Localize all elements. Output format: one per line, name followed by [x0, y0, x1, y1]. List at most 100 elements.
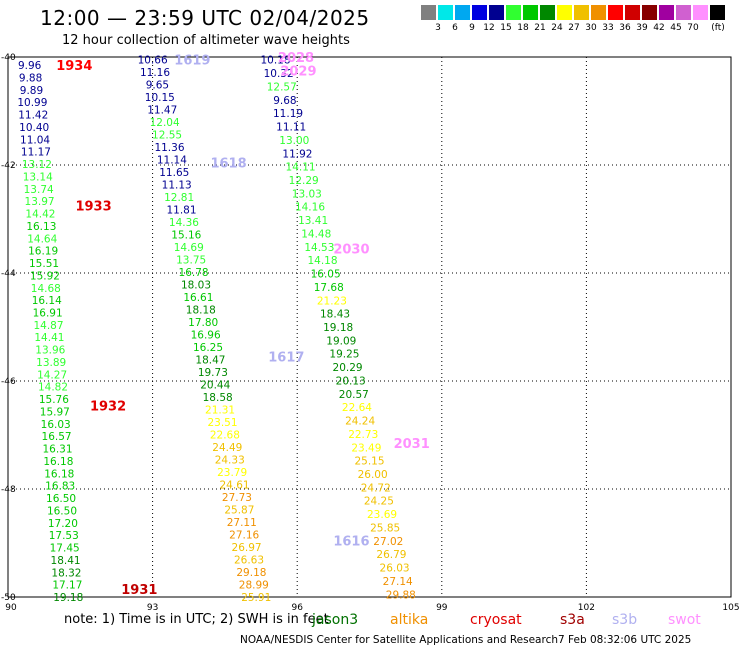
color-scale-unit: (ft): [711, 23, 725, 33]
wave-height-value: 14.36: [169, 217, 199, 229]
color-scale-swatch: [625, 5, 640, 20]
wave-height-value: 20.44: [200, 380, 230, 392]
wave-height-value: 22.64: [342, 402, 372, 414]
wave-height-value: 20.13: [336, 375, 366, 387]
wave-height-value: 18.47: [195, 355, 225, 367]
color-scale-swatch: [574, 5, 589, 20]
wave-height-value: 24.25: [364, 496, 394, 508]
color-scale-swatch: [540, 5, 555, 20]
color-scale-swatch: [676, 5, 691, 20]
wave-height-value: 11.11: [276, 122, 306, 134]
wave-height-value: 20.29: [333, 362, 363, 374]
pass-label: 1933: [75, 200, 111, 215]
wave-height-value: 19.09: [326, 335, 356, 347]
wave-height-value: 9.89: [20, 85, 43, 97]
wave-height-value: 16.61: [183, 292, 213, 304]
wave-height-value: 26.97: [232, 542, 262, 554]
wave-height-value: 20.57: [339, 389, 369, 401]
wave-height-value: 11.04: [20, 134, 50, 146]
wave-height-value: 18.43: [320, 309, 350, 321]
satellite-legend-item: jason3: [312, 612, 359, 628]
wave-height-value: 11.13: [162, 180, 192, 192]
color-scale-label: 45: [670, 23, 682, 33]
wave-height-value: 16.50: [47, 505, 77, 517]
wave-height-value: 29.18: [236, 567, 266, 579]
x-tick-label: 90: [5, 603, 17, 610]
wave-height-value: 14.48: [301, 228, 331, 240]
y-tick-label: -40: [1, 53, 16, 63]
wave-height-value: 17.68: [314, 282, 344, 294]
wave-height-value: 13.00: [279, 135, 309, 147]
wave-height-value: 14.87: [33, 320, 63, 332]
y-tick-label: -42: [1, 161, 16, 171]
wave-height-value: 12.57: [267, 81, 297, 93]
wave-height-value: 27.16: [229, 530, 259, 542]
wave-height-value: 19.18: [323, 322, 353, 334]
wave-height-value: 26.79: [376, 549, 406, 561]
wave-height-value: 10.66: [138, 55, 168, 67]
color-scale-label: 6: [452, 23, 458, 33]
wave-height-value: 13.03: [292, 188, 322, 200]
note-text: note: 1) Time is in UTC; 2) SWH is in fe…: [64, 612, 329, 627]
wave-height-value: 27.14: [383, 576, 413, 588]
wave-height-value: 16.83: [45, 481, 75, 493]
color-scale-swatch: [710, 5, 725, 20]
wave-height-value: 10.18: [260, 55, 290, 67]
color-scale-swatch: [557, 5, 572, 20]
wave-height-value: 11.47: [147, 105, 177, 117]
color-scale-swatch: [608, 5, 623, 20]
wave-height-value: 19.25: [329, 349, 359, 361]
page-subtitle: 12 hour collection of altimeter wave hei…: [62, 33, 350, 48]
wave-height-value: 16.03: [41, 419, 71, 431]
wave-height-value: 11.81: [166, 205, 196, 217]
x-tick-label: 93: [147, 603, 158, 610]
wave-height-value: 14.68: [31, 283, 61, 295]
x-tick-label: 96: [291, 603, 303, 610]
pass-label: 1932: [90, 399, 126, 414]
wave-height-value: 13.74: [24, 184, 54, 196]
y-tick-label: -46: [1, 377, 16, 387]
color-scale-swatch: [642, 5, 657, 20]
page-title: 12:00 — 23:59 UTC 02/04/2025: [40, 6, 370, 30]
color-scale-label: 33: [602, 23, 614, 33]
wave-height-value: 15.76: [39, 394, 69, 406]
y-tick-label: -50: [1, 593, 16, 603]
color-scale-label: 12: [483, 23, 495, 33]
pass-label: 2030: [333, 243, 369, 258]
wave-height-value: 13.89: [36, 357, 66, 369]
wave-height-value: 12.55: [152, 130, 182, 142]
color-scale-swatch: [591, 5, 606, 20]
wave-height-value: 13.97: [25, 196, 55, 208]
wave-height-value: 23.69: [367, 509, 397, 521]
color-scale-label: 30: [585, 23, 597, 33]
wave-height-value: 14.53: [304, 242, 334, 254]
wave-height-value: 23.51: [207, 417, 237, 429]
wave-height-value: 26.00: [358, 469, 388, 481]
wave-height-value: 12.81: [164, 192, 194, 204]
wave-height-value: 14.18: [307, 255, 337, 267]
wave-height-value: 12.04: [150, 117, 180, 129]
color-scale-label: 15: [500, 23, 512, 33]
wave-height-value: 24.24: [345, 416, 375, 428]
wave-height-value: 18.32: [51, 567, 81, 579]
wave-height-value: 27.02: [373, 536, 403, 548]
color-scale-swatch: [523, 5, 538, 20]
wave-height-value: 14.41: [34, 332, 64, 344]
wave-height-value: 23.79: [217, 467, 247, 479]
pass-label: 1616: [333, 534, 369, 549]
color-scale-label: 36: [619, 23, 631, 33]
wave-height-value: 9.68: [273, 95, 296, 107]
color-scale-label: 9: [469, 23, 475, 33]
x-tick-label: 99: [436, 603, 448, 610]
wave-height-value: 14.42: [25, 209, 55, 221]
wave-height-value: 28.99: [239, 580, 269, 592]
color-scale-swatch: [438, 5, 453, 20]
wave-height-value: 11.65: [159, 167, 189, 179]
wave-height-value: 14.11: [286, 162, 316, 174]
wave-height-value: 13.96: [35, 345, 65, 357]
wave-height-value: 9.96: [18, 60, 42, 72]
wave-height-value: 24.61: [220, 480, 250, 492]
wave-height-value: 17.17: [52, 580, 82, 592]
satellite-legend-item: cryosat: [470, 612, 522, 628]
plot-frame: [7, 56, 732, 598]
